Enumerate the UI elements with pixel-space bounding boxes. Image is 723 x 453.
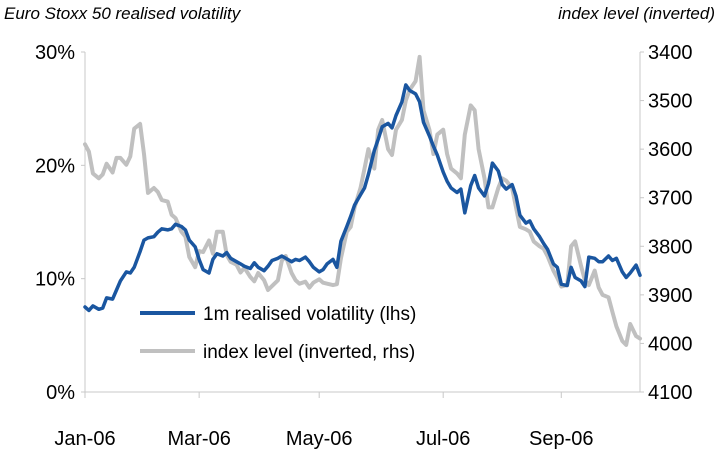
chart-title-right: index level (inverted): [558, 4, 715, 23]
left-tick-label: 30%: [35, 42, 75, 64]
right-tick-label: 3600: [648, 139, 693, 161]
volatility-series-line: [83, 83, 642, 313]
legend-label: 1m realised volatility (lhs): [203, 304, 416, 325]
right-tick-label: 4100: [648, 382, 693, 404]
right-tick-label: 3700: [648, 188, 693, 210]
series-lines: [83, 54, 642, 347]
right-tick-label: 4000: [648, 333, 693, 355]
x-axis-ticks: Jan-06 Mar-06 May-06 Jul-06 Sep-06: [54, 392, 594, 450]
x-tick-label: Mar-06: [167, 428, 230, 450]
left-tick-label: 20%: [35, 155, 75, 177]
x-tick-label: Jul-06: [416, 428, 470, 450]
left-axis-ticks: 0% 10% 20% 30%: [35, 42, 85, 404]
index-level-series-line: [83, 54, 642, 347]
right-tick-label: 3800: [648, 236, 693, 258]
x-tick-label: Jan-06: [54, 428, 115, 450]
right-tick-label: 3400: [648, 42, 693, 64]
x-tick-label: May-06: [286, 428, 353, 450]
chart-legend: 1m realised volatility (lhs) index level …: [140, 304, 416, 363]
axes-frame: [84, 52, 641, 393]
right-tick-label: 3500: [648, 91, 693, 113]
right-axis-ticks: 3400 3500 3600 3700 3800 3900 4000 4100: [640, 42, 693, 404]
legend-label: index level (inverted, rhs): [203, 342, 415, 363]
left-tick-label: 0%: [46, 382, 75, 404]
left-tick-label: 10%: [35, 269, 75, 291]
chart-title-left: Euro Stoxx 50 realised volatility: [4, 4, 241, 23]
x-tick-label: Sep-06: [529, 428, 594, 450]
right-tick-label: 3900: [648, 285, 693, 307]
